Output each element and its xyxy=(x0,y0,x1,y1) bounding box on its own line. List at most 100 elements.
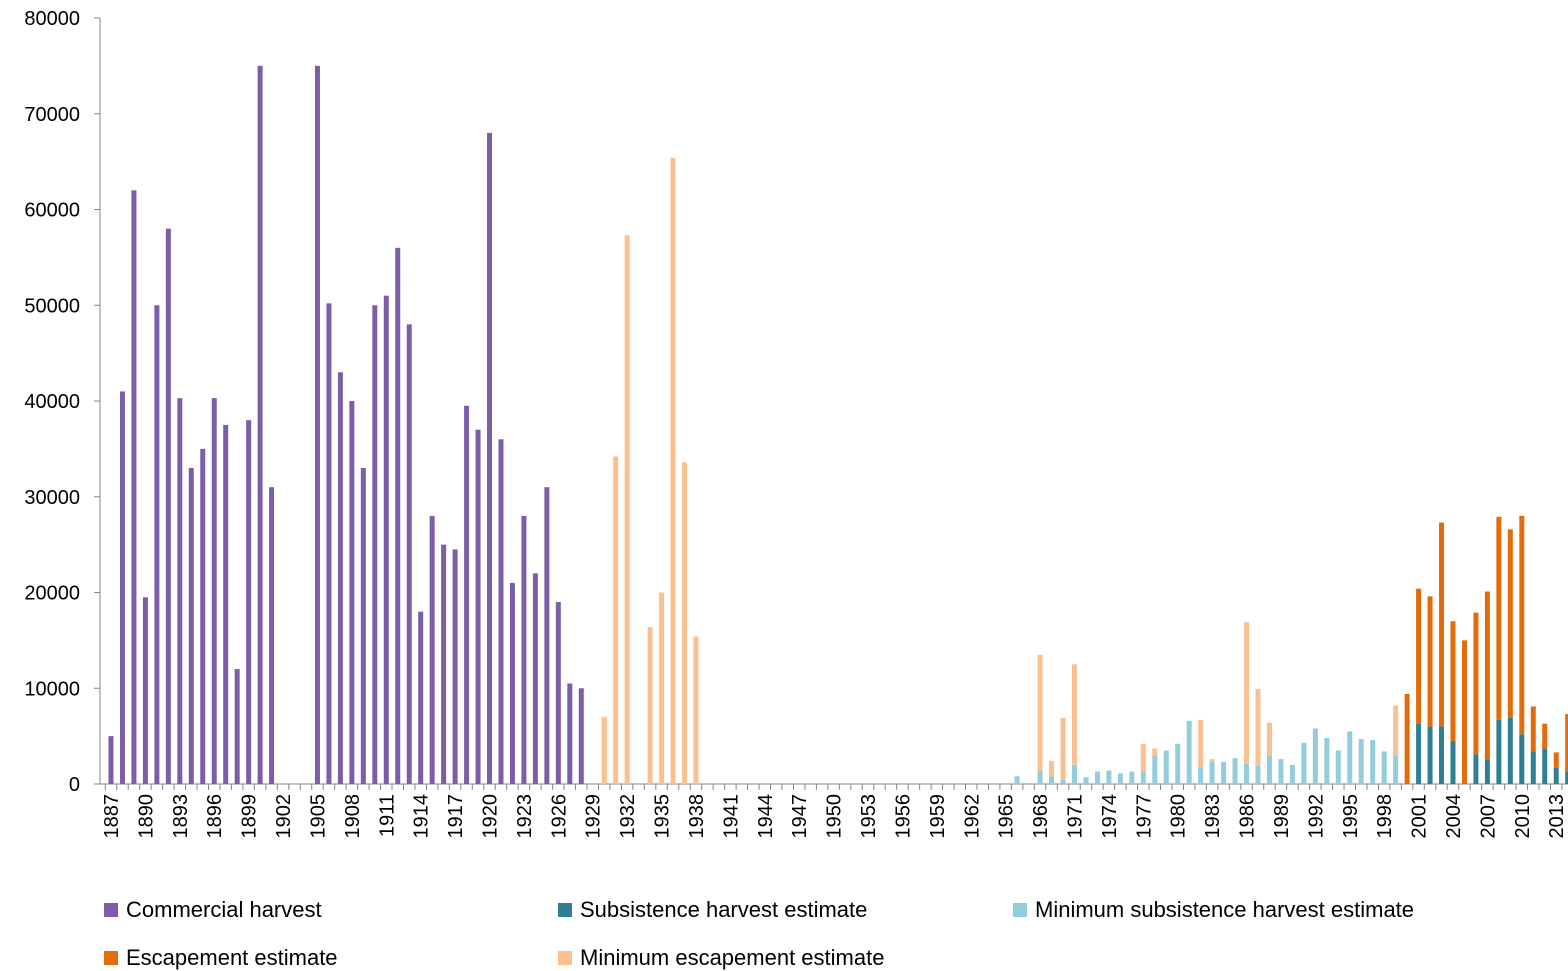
bar-series-4-1971 xyxy=(1072,664,1077,765)
bar-series-1-2012 xyxy=(1542,749,1547,784)
bar-series-2-1998 xyxy=(1382,751,1387,784)
bar-series-4-1936 xyxy=(671,158,676,784)
bar-series-0-1908 xyxy=(349,401,354,784)
legend-label-escapement: Escapement estimate xyxy=(126,945,338,971)
bar-series-0-1916 xyxy=(441,545,446,784)
bar-series-0-1890 xyxy=(143,597,148,784)
bar-series-0-1909 xyxy=(361,468,366,784)
bar-series-4-1930 xyxy=(602,717,607,784)
y-tick-label: 50000 xyxy=(24,295,80,317)
legend-swatch-subsistence xyxy=(558,903,572,917)
x-tick-label: 1911 xyxy=(376,794,398,837)
x-tick-label: 1971 xyxy=(1064,794,1086,839)
bar-series-2-1990 xyxy=(1290,765,1295,784)
bar-series-0-1897 xyxy=(223,425,228,784)
bar-series-3-2000 xyxy=(1405,694,1410,784)
bar-series-4-1932 xyxy=(625,235,630,784)
bar-series-1-2009 xyxy=(1508,718,1513,784)
bar-series-1-2011 xyxy=(1531,751,1536,784)
bar-series-3-2006 xyxy=(1473,613,1478,755)
legend-item-subsistence: Subsistence harvest estimate xyxy=(558,897,867,923)
y-tick-label: 40000 xyxy=(24,391,80,413)
x-tick-label: 1893 xyxy=(170,794,192,839)
y-tick-label: 70000 xyxy=(24,104,80,126)
x-tick-label: 2007 xyxy=(1477,794,1499,839)
bar-series-1-2003 xyxy=(1439,727,1444,784)
bar-series-4-1988 xyxy=(1267,723,1272,756)
bar-series-2-1996 xyxy=(1359,739,1364,784)
legend-item-min-escapement: Minimum escapement estimate xyxy=(558,945,884,971)
bar-series-0-1889 xyxy=(131,190,136,784)
y-tick-label: 60000 xyxy=(24,200,80,222)
bar-series-3-2001 xyxy=(1416,589,1421,724)
bar-series-2-1983 xyxy=(1210,762,1215,784)
bar-series-0-1899 xyxy=(246,420,251,784)
bar-series-4-1999 xyxy=(1393,705,1398,755)
bar-series-2-1980 xyxy=(1175,744,1180,784)
y-tick-label: 80000 xyxy=(24,8,80,30)
bar-series-2-1981 xyxy=(1187,721,1192,784)
bar-series-2-1985 xyxy=(1233,758,1238,784)
bar-series-0-1921 xyxy=(498,439,503,784)
bar-series-2-1969 xyxy=(1049,776,1054,784)
x-tick-label: 1896 xyxy=(204,794,226,839)
bar-series-1-2013 xyxy=(1554,768,1559,784)
bar-series-4-1987 xyxy=(1256,689,1261,766)
bar-series-2-1986 xyxy=(1244,764,1249,784)
bar-series-2-1989 xyxy=(1278,759,1283,784)
x-tick-label: 1890 xyxy=(135,794,157,839)
bar-series-3-2013 xyxy=(1554,752,1559,767)
x-tick-label: 1935 xyxy=(652,794,674,839)
x-tick-label: 1974 xyxy=(1099,794,1121,839)
x-tick-label: 1938 xyxy=(686,794,708,839)
x-tick-label: 1887 xyxy=(101,794,123,839)
bar-series-4-1969 xyxy=(1049,761,1054,776)
bar-series-3-2007 xyxy=(1485,592,1490,761)
x-tick-label: 1932 xyxy=(617,794,639,839)
bar-series-3-2009 xyxy=(1508,529,1513,718)
x-tick-label: 1977 xyxy=(1133,794,1155,839)
legend-swatch-commercial xyxy=(104,903,118,917)
bar-series-2-1971 xyxy=(1072,765,1077,784)
x-tick-label: 1956 xyxy=(892,794,914,839)
bar-series-0-1922 xyxy=(510,583,515,784)
y-tick-label: 30000 xyxy=(24,487,80,509)
bar-series-4-1977 xyxy=(1141,744,1146,772)
bar-series-2-1992 xyxy=(1313,728,1318,784)
bar-series-3-2002 xyxy=(1428,596,1433,726)
bar-series-2-1995 xyxy=(1347,731,1352,784)
x-tick-label: 1950 xyxy=(824,794,846,839)
legend-item-escapement: Escapement estimate xyxy=(104,945,338,971)
bar-series-0-1915 xyxy=(430,516,435,784)
y-tick-label: 10000 xyxy=(24,678,80,700)
bar-series-1-2006 xyxy=(1473,754,1478,784)
bar-series-1-2010 xyxy=(1519,734,1524,784)
x-tick-label: 2001 xyxy=(1409,794,1431,839)
bar-series-2-1991 xyxy=(1301,743,1306,784)
bar-series-4-1978 xyxy=(1152,749,1157,756)
bar-series-2-1977 xyxy=(1141,772,1146,784)
x-tick-label: 1992 xyxy=(1305,794,1327,839)
bar-series-0-1891 xyxy=(154,305,159,784)
bar-series-2-1993 xyxy=(1324,738,1329,784)
legend-label-commercial: Commercial harvest xyxy=(126,897,322,923)
x-tick-label: 1983 xyxy=(1202,794,1224,839)
bar-series-4-1935 xyxy=(659,593,664,785)
bar-series-2-1994 xyxy=(1336,750,1341,784)
bar-series-2-1987 xyxy=(1256,766,1261,784)
bar-series-2-1984 xyxy=(1221,762,1226,784)
bar-series-0-1914 xyxy=(418,612,423,784)
bar-series-4-1931 xyxy=(613,457,618,784)
bar-series-4-1970 xyxy=(1061,718,1066,779)
bar-series-2-1970 xyxy=(1061,779,1066,784)
y-tick-label: 20000 xyxy=(24,583,80,605)
bar-series-2-1997 xyxy=(1370,740,1375,784)
x-tick-label: 1905 xyxy=(307,794,329,839)
bar-series-3-2008 xyxy=(1496,517,1501,720)
bar-series-3-2010 xyxy=(1519,516,1524,734)
x-tick-label: 1923 xyxy=(514,794,536,839)
bar-series-0-1906 xyxy=(326,303,331,784)
bar-series-2-1974 xyxy=(1106,771,1111,784)
bar-series-0-1888 xyxy=(120,391,125,784)
bar-series-2-1988 xyxy=(1267,755,1272,784)
